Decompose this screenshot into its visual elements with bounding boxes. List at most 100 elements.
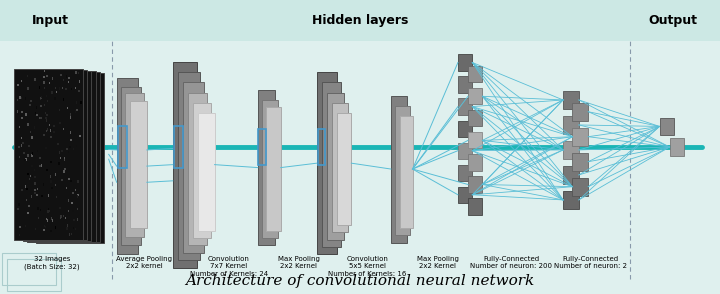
Bar bbox=[23, 71, 91, 241]
Bar bbox=[27, 75, 28, 77]
Bar bbox=[76, 101, 77, 104]
Bar bbox=[48, 210, 50, 213]
Bar bbox=[68, 77, 70, 79]
Bar bbox=[0, 0, 720, 41]
Bar bbox=[19, 156, 20, 158]
Bar bbox=[40, 117, 42, 119]
Bar bbox=[51, 91, 53, 93]
Bar bbox=[51, 187, 53, 189]
Bar bbox=[18, 203, 19, 206]
Bar bbox=[572, 178, 588, 196]
Bar bbox=[26, 199, 27, 201]
Bar bbox=[32, 72, 100, 243]
Bar bbox=[572, 103, 588, 121]
Bar bbox=[14, 69, 83, 240]
Bar bbox=[41, 96, 42, 98]
Bar bbox=[31, 136, 32, 138]
Bar bbox=[37, 150, 38, 152]
Bar bbox=[21, 80, 22, 82]
Bar bbox=[57, 143, 58, 145]
Bar bbox=[70, 113, 71, 116]
Bar bbox=[468, 176, 482, 193]
Bar bbox=[22, 111, 23, 113]
Bar bbox=[50, 217, 52, 220]
Bar bbox=[173, 62, 197, 268]
Bar bbox=[20, 226, 22, 228]
Bar bbox=[32, 175, 33, 177]
Bar bbox=[66, 227, 68, 230]
Bar bbox=[468, 110, 482, 126]
Bar bbox=[63, 98, 64, 101]
Bar bbox=[50, 161, 52, 163]
Bar bbox=[43, 76, 45, 78]
Bar bbox=[46, 114, 48, 116]
Bar bbox=[71, 88, 73, 90]
Bar bbox=[178, 72, 200, 260]
Bar bbox=[60, 74, 61, 76]
Bar bbox=[563, 166, 579, 184]
Bar bbox=[572, 128, 588, 146]
Bar bbox=[48, 194, 50, 197]
Bar bbox=[55, 173, 56, 176]
Bar bbox=[47, 100, 48, 102]
Bar bbox=[46, 75, 48, 77]
Bar bbox=[43, 183, 45, 186]
Bar bbox=[78, 72, 79, 74]
Bar bbox=[19, 234, 20, 236]
Bar bbox=[59, 207, 60, 209]
Text: Hidden layers: Hidden layers bbox=[312, 14, 408, 27]
Bar bbox=[34, 182, 35, 185]
Bar bbox=[19, 70, 87, 240]
Bar bbox=[49, 82, 50, 84]
Bar bbox=[25, 97, 27, 100]
Bar bbox=[75, 87, 76, 89]
Bar bbox=[31, 195, 32, 198]
Bar bbox=[71, 139, 72, 141]
Bar bbox=[17, 99, 19, 101]
Bar bbox=[40, 209, 41, 211]
Bar bbox=[34, 126, 35, 128]
Bar bbox=[44, 225, 45, 227]
Text: Fully-Connected
Number of neuron: 200: Fully-Connected Number of neuron: 200 bbox=[470, 256, 552, 269]
Bar bbox=[32, 153, 34, 155]
Bar bbox=[59, 151, 60, 153]
Bar bbox=[458, 143, 472, 159]
Bar bbox=[458, 187, 472, 203]
Bar bbox=[72, 192, 73, 195]
Bar bbox=[66, 76, 68, 78]
Bar bbox=[45, 117, 47, 119]
Bar bbox=[67, 107, 68, 109]
Bar bbox=[68, 199, 69, 202]
Bar bbox=[563, 141, 579, 159]
Bar bbox=[43, 228, 45, 231]
Bar bbox=[35, 192, 36, 194]
Bar bbox=[27, 123, 29, 126]
Bar bbox=[25, 185, 27, 188]
Bar bbox=[27, 71, 96, 242]
Bar bbox=[317, 72, 337, 254]
Bar bbox=[45, 226, 46, 228]
Bar bbox=[458, 121, 472, 137]
Bar bbox=[68, 81, 69, 83]
Bar bbox=[58, 162, 60, 165]
Bar bbox=[37, 188, 38, 190]
Bar bbox=[77, 208, 78, 210]
Bar bbox=[130, 101, 147, 228]
Bar bbox=[62, 87, 63, 89]
Bar bbox=[572, 153, 588, 171]
Bar bbox=[78, 194, 79, 196]
Bar bbox=[70, 116, 71, 118]
Bar bbox=[77, 181, 78, 183]
Bar bbox=[66, 224, 68, 226]
Bar bbox=[34, 168, 35, 171]
Bar bbox=[21, 144, 22, 147]
Bar bbox=[73, 219, 75, 221]
Bar bbox=[66, 148, 68, 151]
Bar bbox=[21, 137, 22, 139]
Bar bbox=[45, 130, 47, 132]
Text: Average Pooling
2x2 kernel: Average Pooling 2x2 kernel bbox=[116, 256, 172, 269]
Bar bbox=[35, 189, 36, 191]
Bar bbox=[21, 189, 22, 191]
Bar bbox=[17, 110, 18, 113]
Bar bbox=[75, 110, 76, 113]
